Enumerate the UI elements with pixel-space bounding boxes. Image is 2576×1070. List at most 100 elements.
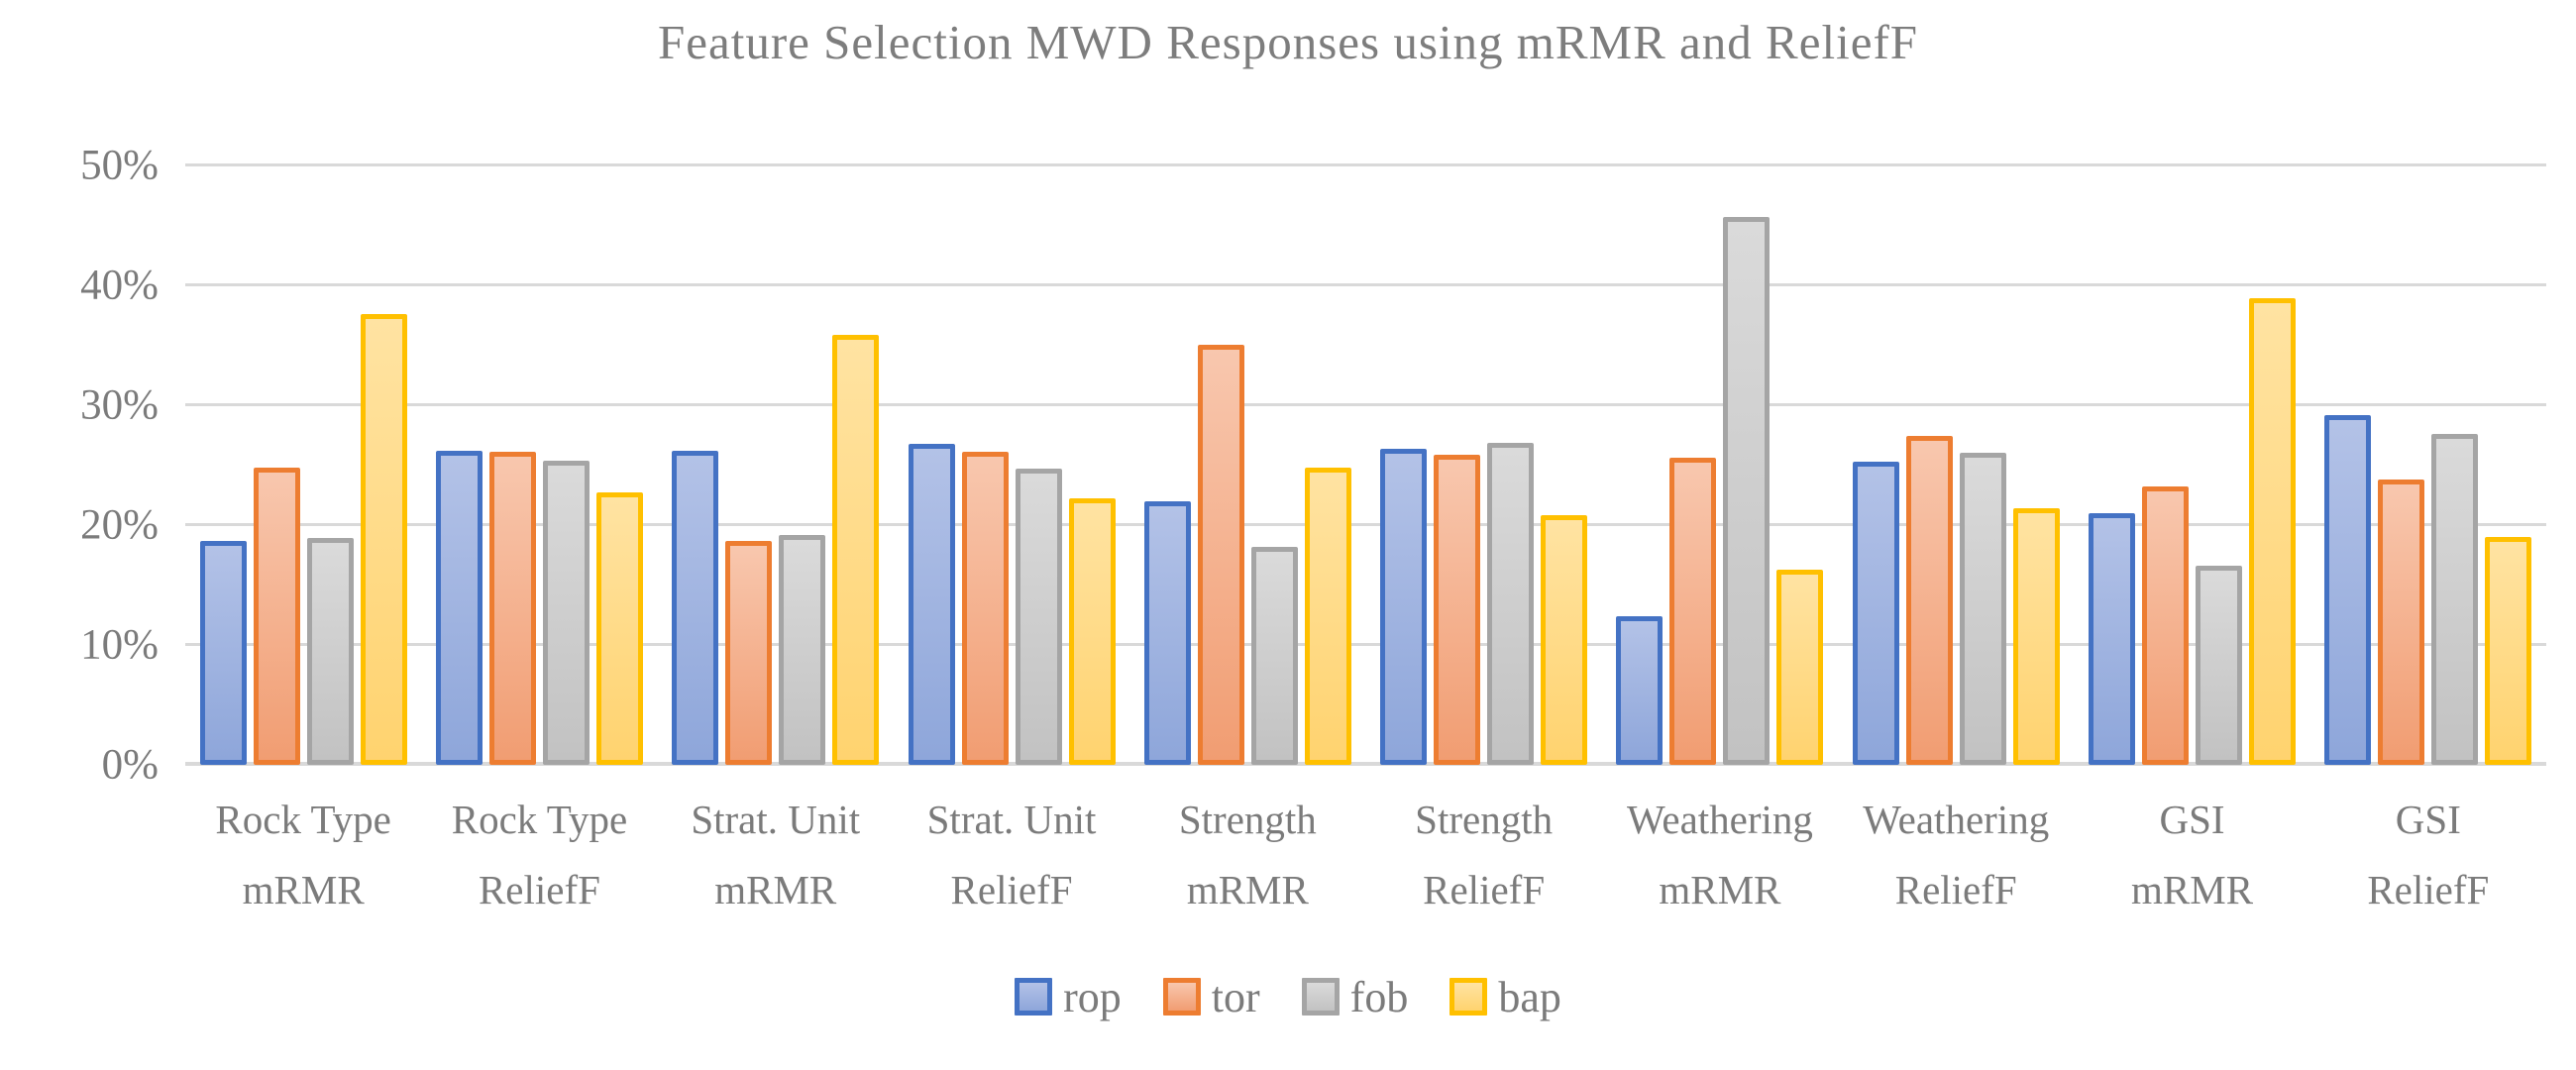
x-tick-line1: GSI [2395, 797, 2461, 842]
legend-label-bap: bap [1498, 972, 1561, 1021]
y-tick-label: 40% [80, 262, 159, 309]
bar-bap [1541, 515, 1588, 765]
bar-group [1602, 165, 1838, 765]
bar-group [185, 165, 421, 765]
bar-group [1838, 165, 2074, 765]
bar-bap [2012, 508, 2060, 765]
bar-bap [1068, 498, 1116, 765]
x-tick-line2: mRMR [1186, 866, 1309, 912]
x-tick-label: Weathering ReliefF [1838, 785, 2074, 924]
bar-fob [1959, 453, 2006, 765]
legend-swatch-tor [1162, 978, 1201, 1016]
x-tick-line1: Weathering [1626, 797, 1813, 842]
bar-group [658, 165, 894, 765]
x-tick-line2: ReliefF [1423, 866, 1546, 912]
bar-tor [2378, 480, 2425, 765]
x-tick-line1: Rock Type [215, 797, 391, 842]
bar-group [1129, 165, 1365, 765]
y-tick-label: 0% [101, 741, 159, 789]
plot-area [185, 163, 2546, 766]
bar-tor [1905, 436, 1953, 765]
bar-rop [1143, 501, 1191, 765]
y-tick-label: 30% [80, 381, 159, 429]
bar-rop [435, 451, 483, 765]
bar-bap [1776, 570, 1824, 765]
bar-tor [1669, 458, 1717, 765]
x-tick-line1: GSI [2159, 797, 2225, 842]
legend-label-fob: fob [1349, 972, 1409, 1021]
bar-rop [199, 541, 247, 765]
x-tick-line2: mRMR [2131, 866, 2254, 912]
bar-group [421, 165, 657, 765]
legend-label-tor: tor [1211, 972, 1260, 1021]
x-tick-line1: Strength [1178, 797, 1317, 842]
x-tick-line1: Weathering [1863, 797, 2050, 842]
x-tick-label: GSI ReliefF [2310, 785, 2546, 924]
chart-title: Feature Selection MWD Responses using mR… [657, 15, 1919, 69]
legend-label-rop: rop [1063, 972, 1122, 1021]
bar-tor [1197, 345, 1244, 765]
y-tick-label: 10% [80, 621, 159, 669]
bar-group [894, 165, 1129, 765]
x-axis-labels: Rock Type mRMR Rock Type ReliefF Strat. Unit… [185, 785, 2546, 924]
y-tick-label: 50% [80, 142, 159, 189]
x-tick-line2: mRMR [242, 866, 365, 912]
bar-fob [542, 461, 590, 765]
bar-group [2310, 165, 2546, 765]
gridline-20% [185, 523, 2546, 526]
bar-fob [2431, 434, 2479, 765]
bar-tor [725, 541, 773, 765]
bar-bap [1304, 468, 1351, 765]
x-tick-label: Strat. Unit mRMR [658, 785, 894, 924]
bar-group [1365, 165, 1601, 765]
bar-bap [2485, 537, 2532, 765]
bar-rop [908, 444, 955, 765]
gridline-50% [185, 163, 2546, 166]
x-tick-label: GSI mRMR [2074, 785, 2309, 924]
bar-fob [1723, 217, 1771, 765]
bar-tor [253, 468, 300, 765]
x-tick-line2: mRMR [1659, 866, 1781, 912]
bar-rop [2324, 415, 2372, 765]
bar-fob [1250, 547, 1298, 765]
x-tick-line2: ReliefF [950, 866, 1073, 912]
x-tick-line2: ReliefF [478, 866, 600, 912]
bar-bap [2249, 298, 2297, 765]
bar-fob [2196, 566, 2243, 765]
y-tick-label: 20% [80, 501, 159, 549]
legend-item-bap: bap [1449, 972, 1561, 1022]
bar-rop [2089, 513, 2136, 765]
legend-swatch-fob [1301, 978, 1340, 1016]
bar-tor [961, 452, 1009, 765]
x-tick-line1: Rock Type [451, 797, 628, 842]
x-tick-line1: Strat. Unit [926, 797, 1097, 842]
legend-item-rop: rop [1015, 972, 1122, 1022]
bar-tor [2142, 486, 2190, 765]
legend-swatch-rop [1015, 978, 1053, 1016]
gridline-0% [185, 762, 2546, 766]
bar-group [2074, 165, 2309, 765]
x-tick-label: Weathering mRMR [1602, 785, 1838, 924]
legend-item-fob: fob [1301, 972, 1409, 1022]
legend: rop tor fob bap [0, 957, 2576, 1036]
gridline-40% [185, 283, 2546, 286]
x-tick-line1: Strength [1415, 797, 1554, 842]
x-tick-label: Rock Type ReliefF [421, 785, 657, 924]
legend-item-tor: tor [1162, 972, 1260, 1022]
x-tick-line2: mRMR [714, 866, 837, 912]
bar-bap [360, 314, 407, 765]
bar-bap [595, 492, 643, 765]
bar-tor [488, 452, 536, 765]
bar-fob [1487, 443, 1535, 765]
x-tick-label: Strength mRMR [1129, 785, 1365, 924]
gridline-10% [185, 643, 2546, 646]
y-axis-labels: 0% 10% 20% 30% 40% 50% [30, 143, 159, 789]
bar-fob [306, 538, 354, 765]
legend-swatch-bap [1449, 978, 1488, 1016]
bar-rop [672, 451, 719, 765]
x-tick-line2: ReliefF [2367, 866, 2490, 912]
bar-rop [1616, 616, 1664, 765]
bar-fob [1015, 469, 1062, 765]
bar-tor [1434, 455, 1481, 765]
